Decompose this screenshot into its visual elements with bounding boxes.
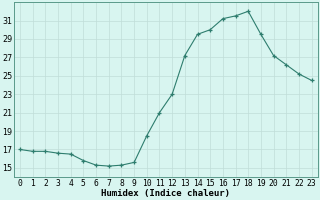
- X-axis label: Humidex (Indice chaleur): Humidex (Indice chaleur): [101, 189, 230, 198]
